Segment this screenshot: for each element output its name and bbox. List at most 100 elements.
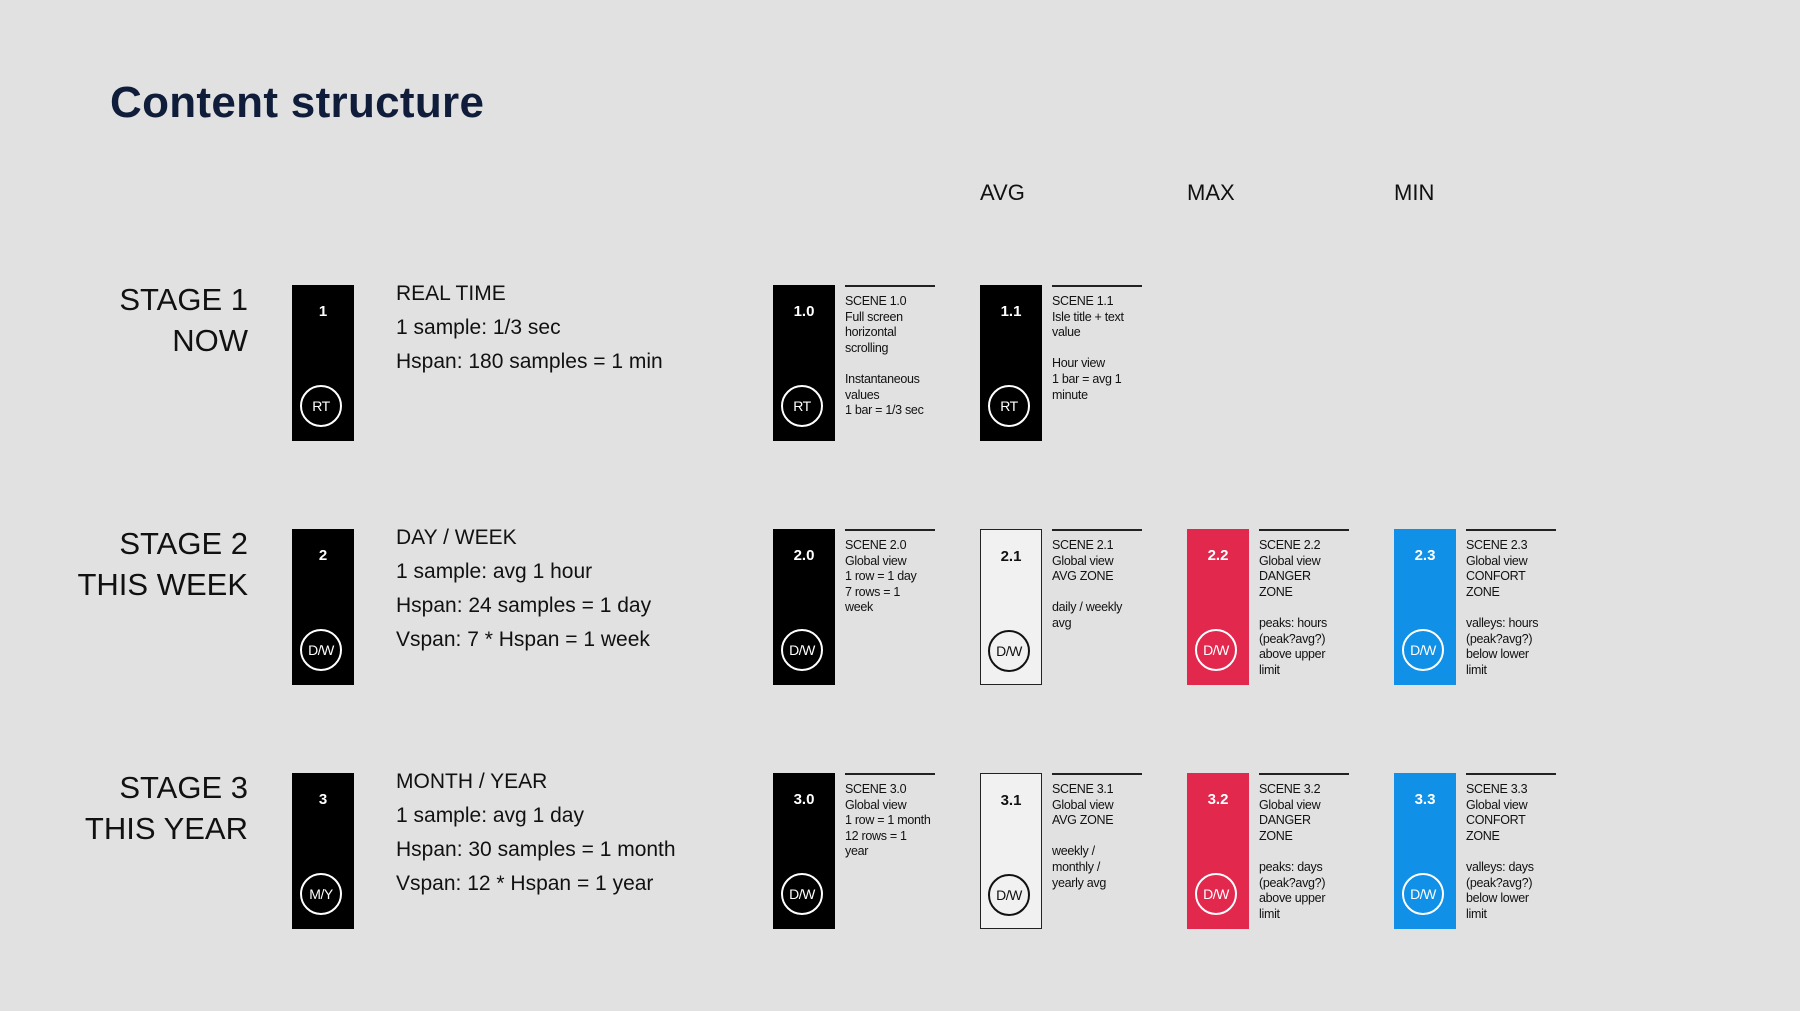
description-line: Hspan: 24 samples = 1 day [396, 594, 652, 617]
scene-badge: D/W [1195, 873, 1237, 915]
scene-1-1-note: SCENE 1.1 Isle title + text value Hour view… [1052, 285, 1142, 403]
scene-badge: RT [988, 385, 1030, 427]
card-badge: RT [300, 385, 342, 427]
scene-badge: D/W [988, 874, 1030, 916]
column-header-max: MAX [1187, 180, 1235, 205]
note-line: peaks: days [1259, 859, 1323, 874]
description-line: Hspan: 180 samples = 1 min [396, 350, 663, 373]
scene-number: 1.0 [793, 303, 815, 320]
note-line: SCENE 2.0 [845, 538, 907, 552]
note-line: (peak?avg?) [1466, 875, 1533, 890]
description-line: Vspan: 12 * Hspan = 1 year [396, 872, 654, 895]
stage-2-label: STAGE 2 THIS WEEK [0, 523, 248, 605]
stage-2-card: 2 D/W [292, 529, 354, 685]
note-line: Hour view [1052, 356, 1105, 371]
scene-3-1-card: 3.1 D/W [980, 773, 1042, 929]
description-line: 1 sample: avg 1 hour [396, 560, 593, 583]
note-line: below lower [1466, 647, 1529, 662]
note-line: CONFORT [1466, 569, 1526, 584]
scene-number: 2.1 [1000, 548, 1022, 565]
note-line: ZONE [1259, 828, 1293, 843]
note-line: SCENE 2.1 [1052, 538, 1114, 552]
scene-2-2-note: SCENE 2.2 Global view DANGER ZONE peaks: hou… [1259, 529, 1349, 678]
note-line: DANGER [1259, 569, 1311, 584]
scene-badge: D/W [781, 873, 823, 915]
scene-badge: D/W [1402, 629, 1444, 671]
note-line: 12 rows = 1 [845, 828, 907, 843]
note-line: avg [1052, 615, 1072, 630]
note-line: Global view [1052, 553, 1114, 568]
scene-3-2-card: 3.2 D/W [1187, 773, 1249, 929]
note-line: SCENE 3.1 [1052, 782, 1114, 796]
note-line: monthly / [1052, 859, 1101, 874]
card-number: 2 [318, 547, 328, 564]
scene-2-2-card: 2.2 D/W [1187, 529, 1249, 685]
scene-badge: D/W [1402, 873, 1444, 915]
scene-2-0-note: SCENE 2.0 Global view 1 row = 1 day 7 rows … [845, 529, 935, 616]
description-line: 1 sample: 1/3 sec [396, 316, 561, 339]
note-line: above upper [1259, 891, 1326, 906]
column-header-min: MIN [1394, 180, 1435, 205]
note-line: (peak?avg?) [1466, 631, 1533, 646]
note-line [1259, 600, 1349, 616]
stage-3-card: 3 M/Y [292, 773, 354, 929]
card-number: 1 [318, 303, 328, 320]
note-line: values [845, 387, 880, 402]
note-line: week [845, 600, 873, 615]
note-line: SCENE 2.2 [1259, 538, 1321, 552]
note-line: Global view [1052, 797, 1114, 812]
note-line: (peak?avg?) [1259, 631, 1326, 646]
note-line: SCENE 1.1 [1052, 294, 1114, 308]
note-line: 7 rows = 1 [845, 584, 901, 599]
note-line: limit [1466, 662, 1487, 677]
scene-3-3-note: SCENE 3.3 Global view CONFORT ZONE valleys: … [1466, 773, 1556, 922]
stage-label-line: NOW [172, 323, 248, 358]
note-line: value [1052, 325, 1081, 340]
note-line: ZONE [1259, 584, 1293, 599]
note-line [1052, 341, 1142, 357]
note-line: AVG ZONE [1052, 813, 1114, 828]
stage-label-line: STAGE 3 [119, 770, 248, 805]
note-line: daily / weekly [1052, 600, 1123, 615]
stage-label-line: THIS YEAR [84, 811, 248, 846]
scene-badge: D/W [988, 630, 1030, 672]
scene-1-0-note: SCENE 1.0 Full screen horizontal scrolling I… [845, 285, 935, 419]
note-line: limit [1259, 906, 1280, 921]
column-header-avg: AVG [980, 180, 1025, 205]
stage-label-line: STAGE 1 [119, 282, 248, 317]
scene-2-1-card: 2.1 D/W [980, 529, 1042, 685]
stage-label-line: STAGE 2 [119, 526, 248, 561]
scene-badge: D/W [781, 629, 823, 671]
scene-number: 3.2 [1207, 791, 1229, 808]
note-line [1259, 844, 1349, 860]
note-line: Global view [1259, 553, 1321, 568]
note-line: (peak?avg?) [1259, 875, 1326, 890]
scene-2-3-note: SCENE 2.3 Global view CONFORT ZONE valleys: … [1466, 529, 1556, 678]
note-line: SCENE 3.0 [845, 782, 907, 796]
scene-number: 3.3 [1414, 791, 1436, 808]
scene-2-1-note: SCENE 2.1 Global view AVG ZONE daily / week… [1052, 529, 1142, 632]
scene-number: 2.0 [793, 547, 815, 564]
scene-3-0-card: 3.0 D/W [773, 773, 835, 929]
description-line: 1 sample: avg 1 day [396, 804, 584, 827]
note-line: 1 row = 1 month [845, 813, 931, 828]
note-line: 1 row = 1 day [845, 569, 917, 584]
stage-1-label: STAGE 1 NOW [0, 279, 248, 361]
description-line: Vspan: 7 * Hspan = 1 week [396, 628, 650, 651]
note-line: Full screen [845, 309, 903, 324]
note-line: weekly / [1052, 844, 1095, 859]
description-line: Hspan: 30 samples = 1 month [396, 838, 676, 861]
note-line: ZONE [1466, 828, 1500, 843]
note-line: valleys: hours [1466, 615, 1539, 630]
note-line: above upper [1259, 647, 1326, 662]
scene-3-2-note: SCENE 3.2 Global view DANGER ZONE peaks: day… [1259, 773, 1349, 922]
note-line: SCENE 2.3 [1466, 538, 1528, 552]
note-line: Global view [1466, 797, 1528, 812]
note-line: Isle title + text [1052, 309, 1124, 324]
note-line: minute [1052, 387, 1088, 402]
stage-3-description: MONTH / YEAR 1 sample: avg 1 day Hspan: 30… [396, 765, 726, 901]
card-badge: M/Y [300, 873, 342, 915]
scene-badge: D/W [1195, 629, 1237, 671]
note-line: yearly avg [1052, 875, 1106, 890]
scene-number: 3.0 [793, 791, 815, 808]
